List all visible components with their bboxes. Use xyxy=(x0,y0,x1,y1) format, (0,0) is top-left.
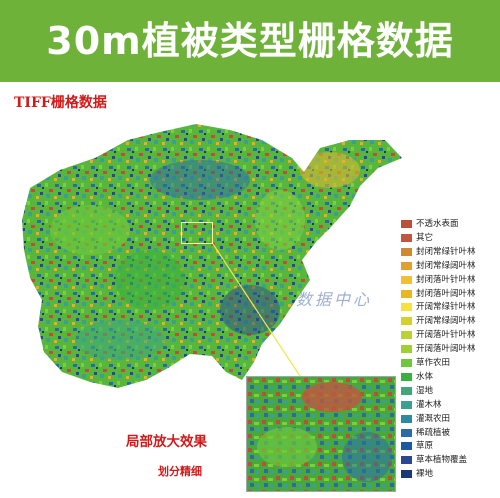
legend-item: 开阔常绿阔叶林 xyxy=(401,315,499,327)
inset-raster xyxy=(247,377,395,491)
legend-item: 水体 xyxy=(401,371,499,383)
legend-label: 封闭常绿阔叶林 xyxy=(416,260,476,271)
legend-item: 湿地 xyxy=(401,385,499,397)
legend-swatch xyxy=(401,261,412,270)
legend-label: 封闭常绿针叶林 xyxy=(416,246,476,257)
legend-swatch xyxy=(401,456,412,465)
zoomed-inset-map xyxy=(246,376,396,492)
legend-label: 封闭落叶阔叶林 xyxy=(416,288,476,299)
legend-item: 草本植物覆盖 xyxy=(401,454,499,466)
legend-item: 开阔常绿针叶林 xyxy=(401,301,499,313)
legend-item: 不透水表面 xyxy=(401,218,499,230)
legend-label: 湿地 xyxy=(416,385,434,396)
legend-swatch xyxy=(401,428,412,437)
legend-item: 开阔落叶阔叶林 xyxy=(401,343,499,355)
banner-title: 30m植被类型栅格数据 xyxy=(46,19,454,63)
legend-swatch xyxy=(401,303,412,312)
legend-swatch xyxy=(401,470,412,479)
legend-item: 其它 xyxy=(401,232,499,244)
zoom-connector-line xyxy=(212,243,301,377)
legend-swatch xyxy=(401,331,412,340)
tiff-raster-label: TIFF栅格数据 xyxy=(14,95,107,111)
legend-item: 灌溉农田 xyxy=(401,413,499,425)
legend-label: 裸地 xyxy=(416,469,434,480)
legend-label: 开阔常绿阔叶林 xyxy=(416,316,476,327)
legend-item: 封闭常绿针叶林 xyxy=(401,246,499,258)
legend-label: 开阔常绿针叶林 xyxy=(416,302,476,313)
legend-label: 稀疏植被 xyxy=(416,427,451,438)
legend-label: 封闭落叶针叶林 xyxy=(416,274,476,285)
legend-label: 灌溉农田 xyxy=(416,413,451,424)
legend-swatch xyxy=(401,386,412,395)
legend-item: 封闭落叶阔叶林 xyxy=(401,288,499,300)
legend-item: 封闭落叶针叶林 xyxy=(401,274,499,286)
legend-swatch xyxy=(401,345,412,354)
legend-swatch xyxy=(401,289,412,298)
legend-item: 草作农田 xyxy=(401,357,499,369)
legend-label: 开阔落叶针叶林 xyxy=(416,330,476,341)
zoom-region-box xyxy=(181,222,213,244)
legend-label: 不透水表面 xyxy=(416,219,459,229)
legend-label: 灌木林 xyxy=(416,399,442,410)
legend-item: 裸地 xyxy=(401,468,499,480)
legend-item: 稀疏植被 xyxy=(401,427,499,439)
legend-label: 开阔落叶阔叶林 xyxy=(416,344,476,355)
legend-swatch xyxy=(401,442,412,451)
legend-swatch xyxy=(401,414,412,423)
inset-label: 局部放大效果 xyxy=(126,434,207,450)
legend-swatch xyxy=(401,247,412,256)
legend-swatch xyxy=(401,233,412,242)
map-area xyxy=(0,110,500,498)
vegetation-map xyxy=(22,124,402,388)
detail-label: 划分精细 xyxy=(158,465,202,478)
legend-swatch xyxy=(401,400,412,409)
legend-label: 草本植物覆盖 xyxy=(416,455,468,466)
legend-swatch xyxy=(401,275,412,284)
legend-item: 开阔落叶针叶林 xyxy=(401,329,499,341)
legend-swatch xyxy=(401,359,412,367)
legend-item: 封闭常绿阔叶林 xyxy=(401,260,499,272)
legend-swatch xyxy=(401,220,412,228)
watermark: 数据中心 xyxy=(296,290,373,309)
legend-swatch xyxy=(401,317,412,326)
legend-item: 草原 xyxy=(401,440,499,452)
legend-item: 灌木林 xyxy=(401,399,499,411)
legend-label: 草原 xyxy=(416,441,434,452)
title-banner: 30m植被类型栅格数据 xyxy=(0,0,500,82)
legend-swatch xyxy=(401,372,412,381)
legend-label: 草作农田 xyxy=(416,358,451,368)
legend-label: 其它 xyxy=(416,232,434,243)
legend-label: 水体 xyxy=(416,371,434,382)
